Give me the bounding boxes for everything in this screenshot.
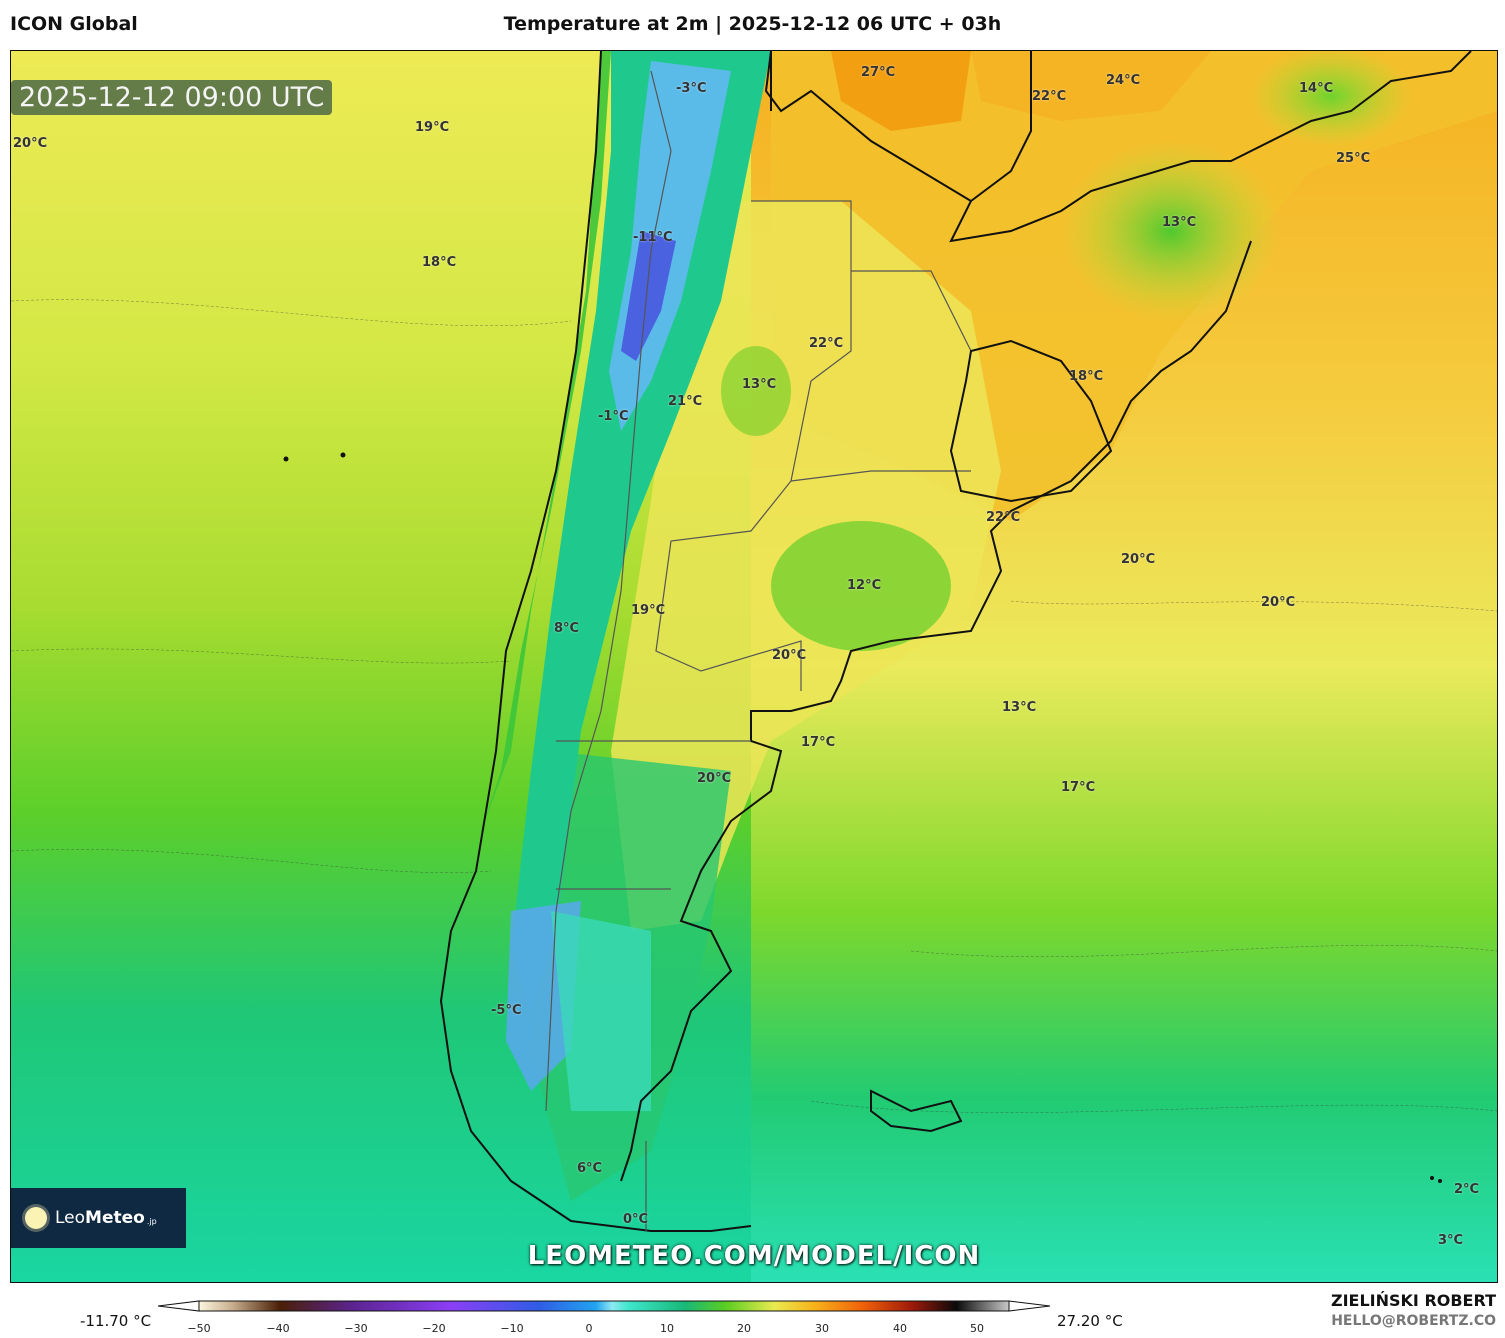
logo-suffix: .jp (146, 1216, 157, 1226)
temperature-label: 21°C (668, 394, 703, 409)
colorbar-tick: 20 (737, 1322, 751, 1335)
colorbar-tick: 30 (815, 1322, 829, 1335)
valid-time-stamp: 2025-12-12 09:00 UTC (11, 80, 333, 115)
temperature-label: 17°C (1061, 780, 1096, 795)
temperature-label: -1°C (598, 409, 629, 424)
colorbar-tick: −20 (422, 1322, 446, 1335)
temperature-label: 13°C (1162, 215, 1197, 230)
colorbar-tick: 40 (893, 1322, 907, 1335)
temperature-label: 18°C (1069, 369, 1104, 384)
temperature-label: -5°C (491, 1003, 522, 1018)
colorbar-tick: −30 (344, 1322, 368, 1335)
temperature-field (11, 51, 1497, 1282)
watermark-url: LEOMETEO.COM/MODEL/ICON (527, 1241, 981, 1271)
logo-text: LeoMeteo (55, 1208, 145, 1228)
colorbar-tick: 50 (970, 1322, 984, 1335)
colorbar-tick: −50 (187, 1322, 211, 1335)
temperature-label: 14°C (1299, 81, 1334, 96)
temperature-label: 20°C (1261, 595, 1296, 610)
temperature-label: 17°C (801, 735, 836, 750)
temperature-label: 2°C (1454, 1182, 1480, 1197)
temperature-label: 22°C (809, 336, 844, 351)
temperature-label: 24°C (1106, 73, 1141, 88)
model-name: ICON Global (10, 13, 138, 35)
map-title: Temperature at 2m | 2025-12-12 06 UTC + … (503, 13, 1002, 35)
temperature-label: 27°C (861, 65, 896, 80)
colorbar-ticks: −50 −40 −30 −20 −10 0 10 20 30 40 50 (0, 1322, 1505, 1338)
temperature-label: 13°C (1002, 700, 1037, 715)
temperature-label: 3°C (1438, 1233, 1464, 1248)
colorbar-max-label: 27.20 °C (1057, 1312, 1123, 1330)
temperature-label: 8°C (554, 621, 580, 636)
temperature-label: 0°C (623, 1212, 649, 1227)
colorbar-min-label: -11.70 °C (80, 1312, 152, 1330)
temperature-label: 20°C (697, 771, 732, 786)
temperature-label: 13°C (742, 377, 777, 392)
temperature-label: 20°C (772, 648, 807, 663)
leometeo-logo[interactable]: LeoMeteo .jp (11, 1188, 186, 1248)
temperature-label: -11°C (633, 230, 673, 245)
temperature-label: 19°C (415, 120, 450, 135)
colorbar-tick: 10 (660, 1322, 674, 1335)
temperature-label: 25°C (1336, 151, 1371, 166)
colorbar-tick: 0 (585, 1322, 593, 1335)
temperature-label: 20°C (13, 136, 48, 151)
author-email[interactable]: HELLO@ROBERTZ.CO (1331, 1313, 1496, 1329)
sun-icon (25, 1207, 47, 1229)
temperature-label: 18°C (422, 255, 457, 270)
temperature-label: 22°C (1032, 89, 1067, 104)
colorbar-tick: −10 (500, 1322, 524, 1335)
temperature-label: 22°C (986, 510, 1021, 525)
colorbar (158, 1300, 1051, 1312)
temperature-label: 19°C (631, 603, 666, 618)
colorbar-tick: −40 (266, 1322, 290, 1335)
temperature-label: 12°C (847, 578, 882, 593)
temperature-label: -3°C (676, 81, 707, 96)
temperature-map[interactable]: 2025-12-12 09:00 UTC 20°C 19°C 18°C -3°C 27°… (10, 50, 1498, 1283)
author-name: ZIELIŃSKI ROBERT (1330, 1291, 1496, 1310)
temperature-label: 20°C (1121, 552, 1156, 567)
temperature-label: 6°C (577, 1161, 603, 1176)
